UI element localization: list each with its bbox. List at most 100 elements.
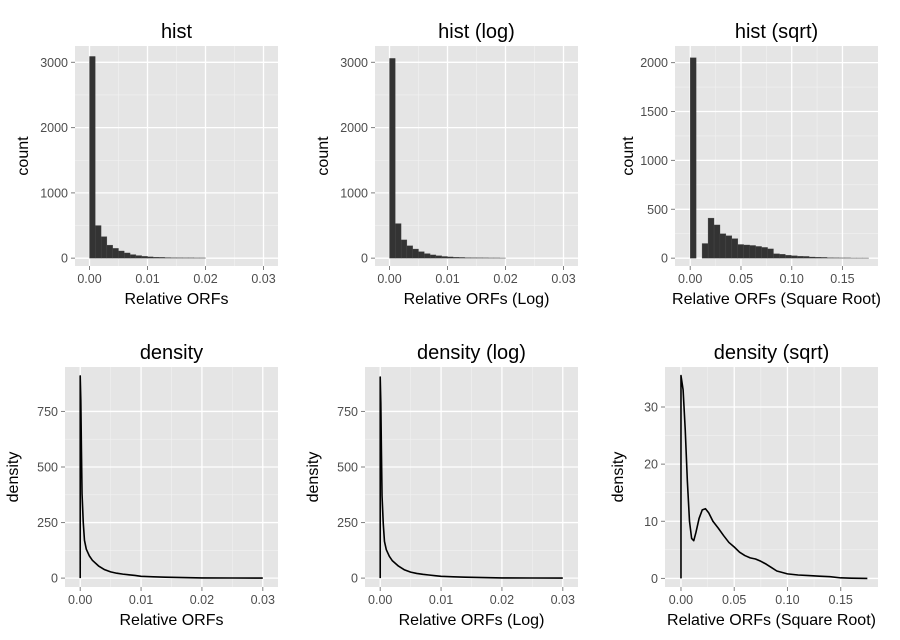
x-tick-label: 0.00 xyxy=(77,272,101,286)
x-tick-label: 0.10 xyxy=(780,272,804,286)
histogram-bar xyxy=(435,255,442,259)
histogram-bar xyxy=(441,256,448,259)
x-tick-label: 0.01 xyxy=(135,272,159,286)
chart-panel-2: 0.00 0.01 0.02 0.03 0 1000 2000 3000 hist (log) R… xyxy=(315,21,578,308)
histogram-bar xyxy=(164,257,171,259)
histogram-bar xyxy=(400,239,408,259)
histogram-bar xyxy=(701,243,709,259)
chart-panel-5: 0.00 0.01 0.02 0.03 0 250 500 750 density (log) R… xyxy=(305,342,578,629)
histogram-bar xyxy=(779,254,786,259)
x-tick-label: 0.05 xyxy=(722,593,746,607)
histogram-bar xyxy=(773,253,780,259)
density-line xyxy=(379,376,563,579)
y-tick-label: 1000 xyxy=(340,186,368,200)
chart-title: hist xyxy=(161,21,193,43)
x-axis-label: Relative ORFs (Log) xyxy=(404,291,550,308)
histogram-bar xyxy=(719,233,727,259)
y-tick-label: 750 xyxy=(337,405,358,419)
histogram-bar xyxy=(95,225,102,259)
x-tick-label: 0.01 xyxy=(129,593,153,607)
x-tick-label: 0.00 xyxy=(68,593,92,607)
y-axis-label: count xyxy=(315,136,332,176)
histogram-bar xyxy=(797,256,804,259)
histogram-bar xyxy=(690,57,697,259)
y-tick-label: 1000 xyxy=(640,154,668,168)
histogram-bar xyxy=(803,256,810,259)
x-tick-label: 0.03 xyxy=(251,593,275,607)
y-tick-label: 1000 xyxy=(40,186,68,200)
chart-panel-1: 0.00 0.01 0.02 0.03 0 1000 2000 3000 hist Relativ… xyxy=(15,21,278,308)
y-tick-label: 30 xyxy=(644,401,658,415)
histogram-bar xyxy=(158,257,166,259)
histogram-bar xyxy=(464,257,471,259)
chart-title: hist (log) xyxy=(438,21,515,43)
x-tick-label: 0.10 xyxy=(775,593,799,607)
histogram-bar xyxy=(707,217,715,259)
x-axis-label: Relative ORFs xyxy=(124,291,228,308)
histogram-bar xyxy=(135,255,142,259)
y-tick-label: 2000 xyxy=(640,56,668,70)
chart-title: density xyxy=(140,342,203,364)
density-line xyxy=(680,374,868,580)
x-tick-label: 0.15 xyxy=(829,593,853,607)
y-tick-label: 500 xyxy=(337,461,358,475)
histogram-bar xyxy=(389,58,396,259)
histogram-bar xyxy=(418,251,425,259)
y-tick-label: 500 xyxy=(647,203,668,217)
histogram-bar xyxy=(118,250,125,259)
histogram-bar xyxy=(737,244,744,259)
x-axis-label: Relative ORFs (Square Root) xyxy=(667,612,876,629)
x-tick-label: 0.00 xyxy=(368,593,392,607)
x-tick-label: 0.02 xyxy=(193,272,217,286)
chart-panel-3: 0.00 0.05 0.10 0.15 0 500 1000 1500 2000 hist (sq… xyxy=(620,21,881,308)
x-tick-label: 0.01 xyxy=(435,272,459,286)
y-tick-label: 0 xyxy=(661,252,668,266)
histogram-bar xyxy=(814,257,822,259)
plot-background xyxy=(665,367,878,587)
histogram-bar xyxy=(785,255,792,259)
x-tick-label: 0.02 xyxy=(490,593,514,607)
x-tick-label: 0.03 xyxy=(551,272,575,286)
y-tick-label: 0 xyxy=(351,572,358,586)
density-line xyxy=(79,375,263,579)
y-tick-label: 250 xyxy=(337,516,358,530)
y-tick-label: 2000 xyxy=(40,121,68,135)
histogram-bar xyxy=(129,254,137,259)
x-tick-label: 0.00 xyxy=(678,272,702,286)
x-tick-label: 0.05 xyxy=(729,272,753,286)
y-tick-label: 250 xyxy=(37,516,58,530)
histogram-bar xyxy=(809,256,816,259)
histogram-bar xyxy=(147,256,154,259)
histogram-bar xyxy=(458,257,466,259)
x-tick-label: 0.00 xyxy=(669,593,693,607)
y-tick-label: 0 xyxy=(61,252,68,266)
histogram-bar xyxy=(112,248,119,259)
histogram-bar xyxy=(725,235,733,259)
histogram-bar xyxy=(100,236,108,259)
x-tick-label: 0.02 xyxy=(190,593,214,607)
histogram-bar xyxy=(713,224,721,259)
x-axis-label: Relative ORFs xyxy=(119,612,223,629)
histogram-bar xyxy=(429,254,437,259)
chart-title: density (log) xyxy=(417,342,526,364)
chart-title: density (sqrt) xyxy=(714,342,830,364)
y-tick-label: 3000 xyxy=(340,56,368,70)
chart-title: hist (sqrt) xyxy=(735,21,818,43)
x-axis-label: Relative ORFs (Log) xyxy=(399,612,545,629)
y-tick-label: 1500 xyxy=(640,105,668,119)
y-tick-label: 500 xyxy=(37,461,58,475)
histogram-bar xyxy=(453,257,460,259)
y-axis-label: density xyxy=(5,452,22,503)
histogram-bar xyxy=(424,253,431,259)
x-tick-label: 0.03 xyxy=(551,593,575,607)
histogram-bar xyxy=(406,245,413,259)
y-axis-label: count xyxy=(15,136,32,176)
histogram-bar xyxy=(447,256,454,259)
chart-panel-6: 0.00 0.05 0.10 0.15 0 10 20 30 density (sqrt) Rel… xyxy=(610,342,878,629)
y-axis-label: count xyxy=(620,136,637,176)
histogram-bar xyxy=(153,257,160,259)
histogram-bar xyxy=(412,248,419,259)
x-tick-label: 0.00 xyxy=(377,272,401,286)
histogram-bar xyxy=(749,245,756,259)
